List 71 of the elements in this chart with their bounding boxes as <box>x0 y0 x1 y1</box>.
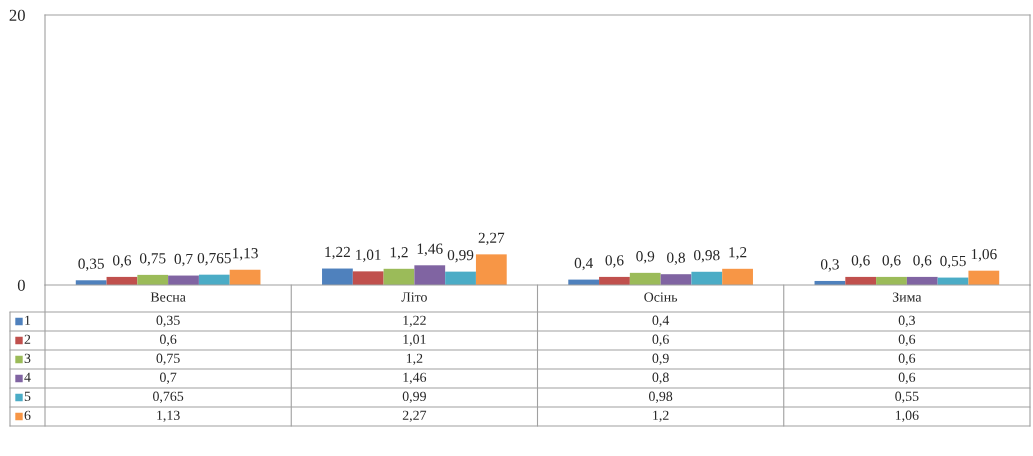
text: 0,6 <box>112 255 132 268</box>
text: 1,2 <box>390 247 408 260</box>
data-label: 1,2 <box>653 410 669 422</box>
data-label: 0,6 <box>898 334 916 346</box>
text: 0,98 <box>694 250 720 263</box>
data-label: 1,01 <box>403 334 426 346</box>
data-label: 1,13 <box>157 410 180 422</box>
legend-label: 6 <box>24 410 31 420</box>
x-tick-label: Осінь <box>644 292 678 302</box>
text: 0,8 <box>667 252 685 265</box>
bar <box>352 271 384 285</box>
data-label: 0,765 <box>153 391 184 403</box>
data-label: 1,46 <box>403 372 427 384</box>
data-label: 0,7 <box>159 372 177 384</box>
data-label: 0,6 <box>159 334 177 346</box>
text: 1,22 <box>325 246 350 260</box>
text: 0,99 <box>447 249 474 263</box>
bar <box>383 268 415 285</box>
data-label: 0,99 <box>402 391 426 403</box>
legend-label: 3 <box>24 353 31 363</box>
data-label: 1,06 <box>895 410 919 422</box>
text: 0,765 <box>197 252 231 266</box>
bar <box>660 274 692 285</box>
y-tick-label: 20 <box>9 9 25 21</box>
data-label: 0,8 <box>652 372 669 384</box>
legend-label: 2 <box>24 334 31 344</box>
text: 0,7 <box>174 253 193 267</box>
y-tick-label: 0 <box>17 279 25 291</box>
text: 0,6 <box>913 255 932 268</box>
text: 2,27 <box>478 232 505 246</box>
text: 1,01 <box>356 249 381 263</box>
text: 1,46 <box>417 243 443 257</box>
text: 0,6 <box>851 255 870 268</box>
bar <box>322 268 353 285</box>
bar <box>475 254 507 285</box>
bar <box>445 271 476 285</box>
text: 0,4 <box>574 257 593 271</box>
data-label: 0,35 <box>156 315 180 327</box>
bar <box>414 265 446 285</box>
text: 0,6 <box>605 255 624 268</box>
legend-label: 1 <box>25 315 31 325</box>
bar <box>629 272 661 285</box>
data-label: 1,2 <box>406 353 423 365</box>
text: 0,3 <box>820 259 839 272</box>
bar <box>722 268 753 285</box>
text: 0,6 <box>882 255 901 268</box>
data-label: 0,4 <box>652 315 670 327</box>
data-label: 2,27 <box>402 410 427 422</box>
data-label: 0,6 <box>898 353 916 365</box>
data-label: 0,75 <box>156 353 180 365</box>
text: 1,2 <box>729 247 747 260</box>
legend-label: 4 <box>24 372 31 382</box>
x-tick-label: Весна <box>150 292 186 302</box>
data-label: 0,98 <box>649 391 673 403</box>
data-label: 0,6 <box>652 334 669 346</box>
data-label: 0,6 <box>898 372 916 384</box>
data-label: 0,9 <box>652 353 669 365</box>
bar <box>968 270 1000 285</box>
text: 0,9 <box>636 251 655 264</box>
text: 1,06 <box>971 248 997 262</box>
x-tick-label: Зима <box>892 292 922 302</box>
data-label: 1,22 <box>403 315 426 327</box>
text: 0,55 <box>940 255 966 269</box>
x-tick-label: Літо <box>401 292 427 302</box>
bar <box>691 271 723 285</box>
data-label: 0,3 <box>898 315 916 327</box>
text: 1,13 <box>233 248 258 261</box>
text: 0,35 <box>78 258 104 272</box>
legend-label: 5 <box>24 391 31 401</box>
data-label: 0,55 <box>895 391 919 403</box>
text: 0,75 <box>139 253 166 266</box>
